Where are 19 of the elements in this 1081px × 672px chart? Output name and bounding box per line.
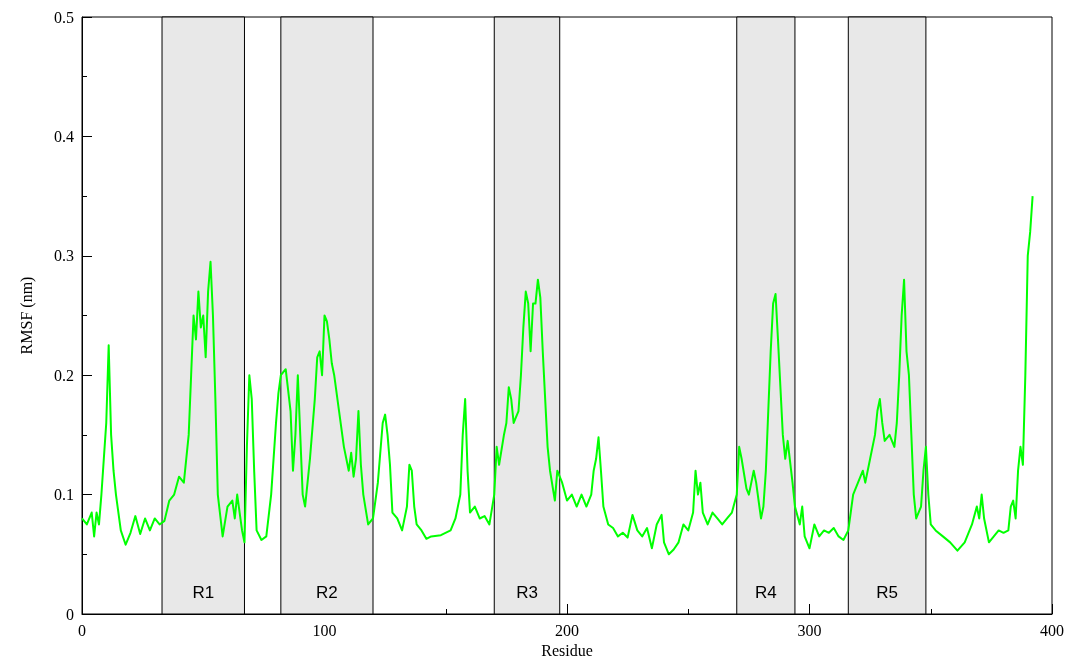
y-tick-label: 0 <box>66 605 74 623</box>
x-tick-label: 100 <box>312 621 337 639</box>
x-tick-label: 0 <box>78 621 86 639</box>
y-tick-label: 0.3 <box>54 247 74 265</box>
band-label: R2 <box>316 582 338 602</box>
x-tick-label: 300 <box>797 621 822 639</box>
y-tick-label: 0.1 <box>54 486 74 504</box>
x-tick-label: 200 <box>555 621 579 639</box>
band-label: R3 <box>516 582 538 602</box>
band-label: R1 <box>192 582 215 602</box>
band-label: R5 <box>876 582 898 602</box>
line-series <box>81 195 1034 556</box>
y-tick-label: 0.4 <box>54 127 74 145</box>
band-label: R4 <box>754 582 777 602</box>
y-axis-title: RMSF (nm) <box>17 276 36 355</box>
y-tick-label: 0.2 <box>54 366 74 384</box>
y-tick-label: 0.5 <box>54 8 74 26</box>
x-tick-label: 400 <box>1040 621 1064 639</box>
x-axis-title: Residue <box>541 642 593 660</box>
